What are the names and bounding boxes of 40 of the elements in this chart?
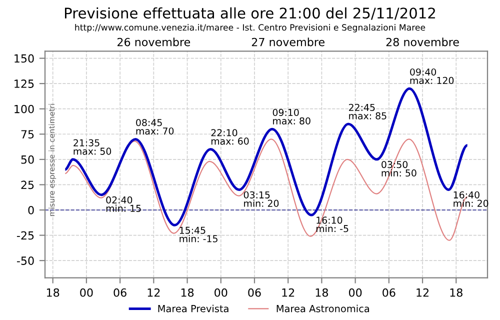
- x-tick-label: 18: [181, 288, 194, 297]
- x-tick-label: 18: [450, 288, 462, 297]
- y-tick-label: 50: [21, 155, 34, 164]
- x-tick-label: 00: [214, 288, 228, 297]
- x-tick-label: 18: [316, 288, 328, 297]
- annotation: 22:45 max: 85: [349, 104, 386, 120]
- x-tick-label: 06: [248, 288, 261, 297]
- legend-label: Marea Astronomica: [276, 304, 370, 312]
- annotation: 16:40 min: 20: [454, 191, 488, 207]
- annotation: 09:40 max: 120: [410, 68, 454, 84]
- x-tick-label: 18: [46, 288, 60, 297]
- x-tick-label: 06: [382, 288, 396, 297]
- annotation: 22:10 max: 60: [211, 129, 249, 145]
- annotation: 15:45 min: -15: [180, 226, 218, 242]
- y-tick-label: 0: [28, 206, 34, 214]
- x2-tick-label: 27 novembre: [252, 38, 324, 46]
- y-tick-label: 125: [14, 80, 34, 88]
- chart-title: Previsione effettuata alle ore 21:00 del 25/11/2012: [64, 7, 435, 20]
- annotation: 03:50 min: 50: [382, 160, 416, 177]
- x-tick-label: 12: [282, 288, 294, 297]
- annotation: 03:15 min: 20: [244, 191, 279, 207]
- y-tick-label: -50: [16, 256, 34, 265]
- y-tick-label: 100: [14, 104, 34, 114]
- x2-tick-label: 28 novembre: [386, 38, 459, 46]
- annotation: 21:35 max: 50: [74, 139, 112, 155]
- y-tick-label: 25: [21, 180, 34, 190]
- chart-subtitle: http://www.comune.venezia.it/maree - Ist. Centro Previsioni e Segnalazioni Maree: [75, 24, 426, 32]
- x-tick-label: 00: [80, 288, 93, 297]
- x-tick-label: 00: [348, 288, 362, 297]
- annotation: 08:45 max: 70: [136, 119, 174, 135]
- x-tick-label: 12: [148, 288, 160, 297]
- y-tick-label: 150: [14, 54, 34, 63]
- x-tick-label: 12: [416, 288, 428, 297]
- legend-label: Marea Prevista: [158, 304, 228, 312]
- y-tick-label: 75: [21, 130, 34, 139]
- y-tick-label: -25: [16, 231, 34, 240]
- x-tick-label: 06: [114, 288, 126, 297]
- annotation: 09:10 max: 80: [272, 108, 310, 124]
- x2-tick-label: 26 novembre: [118, 38, 190, 46]
- annotation: 16:10 min: -5: [316, 216, 348, 232]
